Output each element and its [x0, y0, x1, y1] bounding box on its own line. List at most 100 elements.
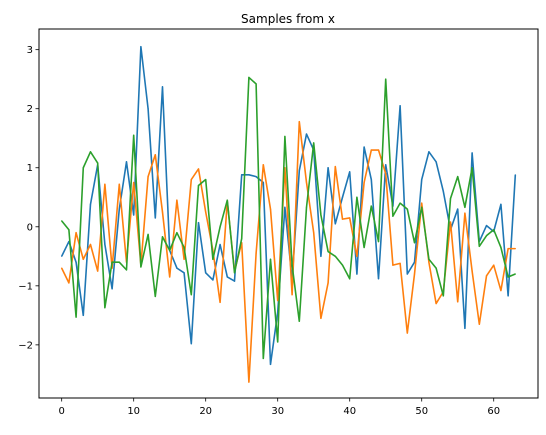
series-1-point	[406, 273, 408, 275]
series-3-point	[183, 246, 185, 249]
series-1-point	[118, 208, 120, 210]
series-1-point	[284, 206, 286, 208]
y-tick-label: 3	[27, 45, 33, 56]
series-2-point	[478, 323, 480, 325]
series-3-point	[75, 316, 77, 318]
series-2-point	[161, 211, 164, 213]
series-3-point	[327, 250, 329, 253]
series-1-point	[457, 208, 459, 210]
series-2-point	[493, 264, 495, 266]
y-tick-label: −2	[18, 340, 33, 351]
series-2-point	[334, 165, 336, 168]
series-3-point	[104, 307, 106, 309]
series-2-point	[363, 181, 365, 184]
series-3-point	[341, 264, 344, 266]
series-3-point	[514, 273, 516, 275]
series-2-point	[68, 282, 70, 284]
series-1-point	[269, 363, 272, 365]
series-2-point	[176, 199, 178, 201]
series-1-point	[341, 196, 344, 198]
series-2-point	[197, 168, 200, 170]
series-1-point	[421, 178, 423, 181]
series-3-point	[118, 261, 120, 263]
series-3-point	[406, 208, 408, 210]
series-3-line	[61, 76, 516, 360]
series-2-point	[341, 218, 344, 220]
series-1-point	[298, 170, 300, 172]
series-2-point	[97, 270, 99, 272]
series-1-point	[61, 255, 63, 257]
series-2-point	[154, 154, 156, 156]
series-2-point	[500, 289, 502, 292]
series-2-point	[75, 232, 77, 234]
y-tick-label: −1	[18, 281, 33, 292]
series-3-point	[385, 78, 387, 80]
series-2-point	[205, 211, 207, 213]
series-1-point	[349, 171, 351, 173]
series-2-point	[385, 173, 387, 175]
series-layer	[60, 45, 517, 383]
series-3-point	[133, 134, 135, 136]
x-tick-label: 40	[343, 406, 356, 417]
series-3-point	[147, 233, 149, 236]
series-1-point	[147, 108, 149, 110]
series-2-point	[356, 255, 358, 257]
series-1-point	[82, 314, 84, 316]
series-3-point	[478, 245, 480, 247]
series-1-point	[111, 288, 113, 290]
series-3-point	[241, 237, 243, 240]
series-1-point	[183, 272, 185, 274]
series-1-point	[399, 105, 401, 107]
chart-title: Samples from x	[241, 12, 335, 26]
series-3-point	[442, 295, 444, 297]
series-2-point	[147, 176, 149, 178]
x-tick-label: 30	[271, 406, 284, 417]
series-2-point	[248, 381, 250, 383]
series-3-point	[305, 206, 308, 208]
series-3-point	[219, 226, 221, 228]
series-3-point	[291, 264, 293, 266]
series-2-point	[370, 149, 372, 151]
series-3-point	[82, 167, 84, 169]
series-3-point	[377, 240, 380, 243]
series-1-point	[125, 161, 128, 163]
series-3-point	[248, 76, 250, 79]
series-2-point	[133, 181, 135, 184]
series-2-point	[269, 208, 272, 210]
series-3-point	[169, 249, 171, 251]
series-1-point	[248, 174, 250, 176]
x-tick-label: 0	[58, 406, 64, 417]
series-2-point	[89, 243, 92, 246]
series-1-point	[212, 279, 214, 281]
series-3-point	[255, 83, 257, 85]
series-3-point	[428, 258, 430, 260]
series-3-point	[449, 197, 452, 200]
series-1-point	[435, 161, 437, 163]
y-tick-label: 2	[27, 104, 33, 115]
series-1-point	[262, 181, 264, 184]
series-3-point	[349, 278, 351, 280]
series-2-point	[277, 299, 279, 302]
series-3-point	[493, 229, 495, 231]
series-1-point	[205, 272, 207, 274]
series-3-point	[89, 151, 92, 153]
series-1-point	[305, 133, 308, 135]
series-3-point	[284, 135, 286, 138]
series-3-point	[421, 206, 423, 208]
series-2-point	[457, 301, 459, 303]
series-3-point	[161, 236, 164, 238]
series-3-point	[61, 220, 63, 222]
series-3-point	[399, 202, 401, 204]
series-1-point	[377, 278, 380, 280]
series-3-point	[125, 269, 128, 271]
series-2-line	[60, 120, 516, 383]
y-tick-label: 1	[27, 163, 33, 174]
series-1-point	[370, 178, 372, 181]
series-3-point	[212, 258, 214, 260]
series-3-point	[97, 162, 99, 164]
series-2-point	[413, 273, 416, 275]
series-1-point	[176, 267, 178, 269]
series-3-point	[111, 261, 113, 263]
x-tick-label: 10	[127, 406, 140, 417]
